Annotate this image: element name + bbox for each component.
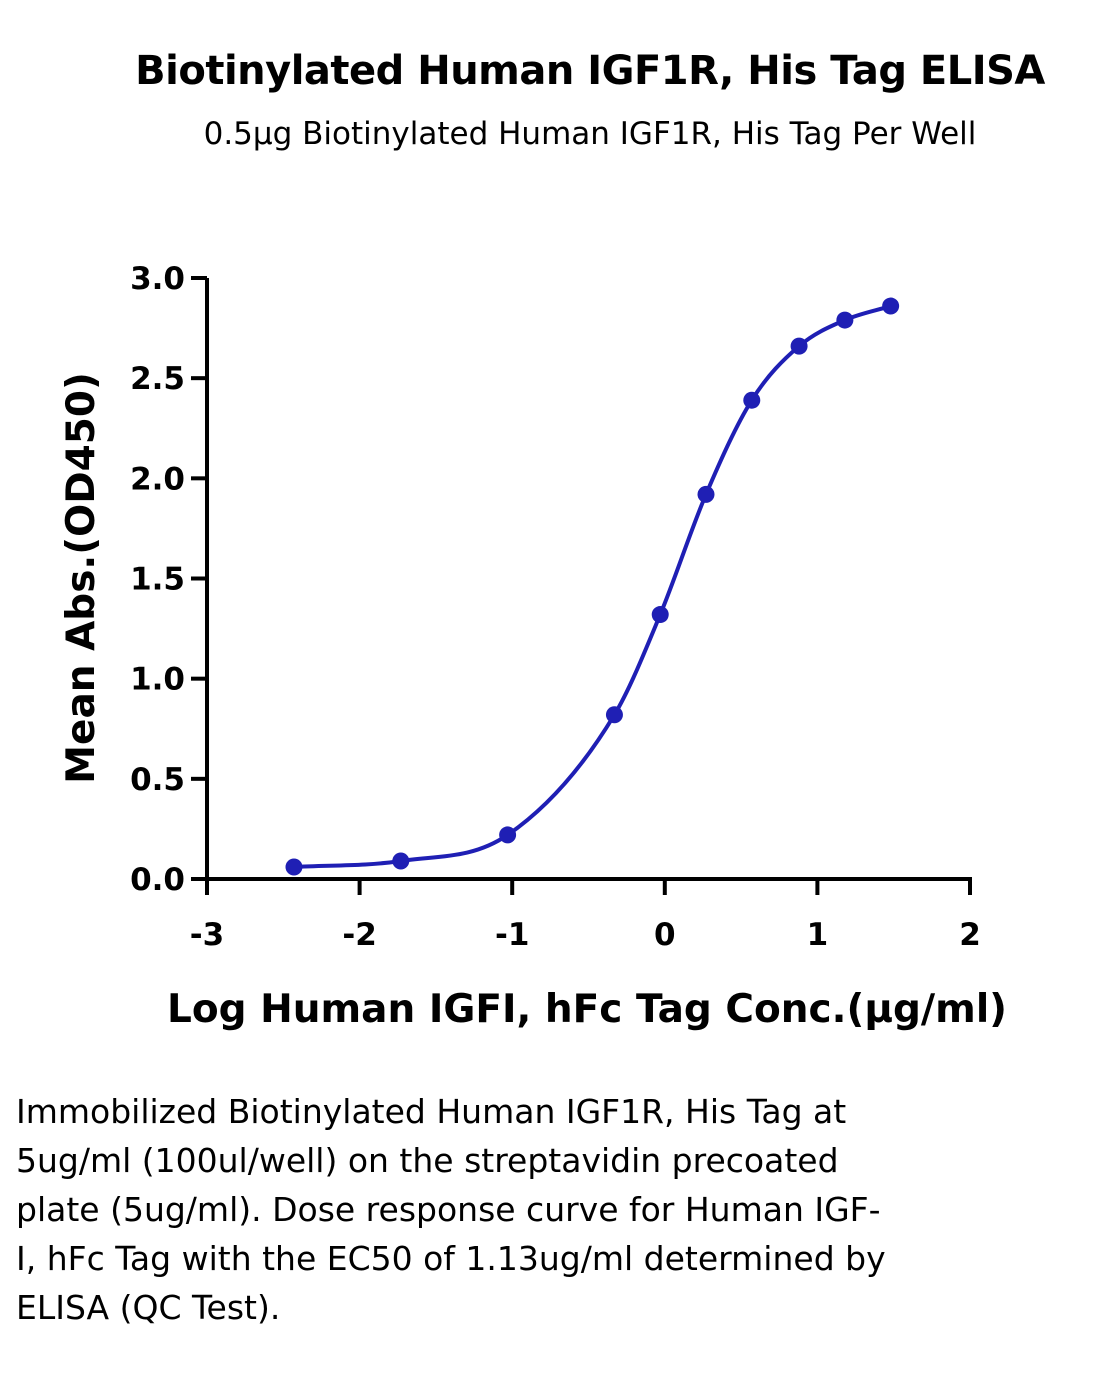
data-point-5: [697, 485, 715, 503]
data-point-1: [392, 852, 410, 870]
chart-subtitle: 0.5μg Biotinylated Human IGF1R, His Tag …: [203, 116, 977, 152]
fit-curve-layer: [291, 304, 893, 869]
y-axis-title: Mean Abs.(OD450): [59, 372, 104, 784]
y-tick-label-5: 2.5: [130, 361, 185, 397]
chart-title: Biotinylated Human IGF1R, His Tag ELISA: [135, 48, 1045, 94]
y-tick-label-6: 3.0: [130, 261, 185, 297]
chart-svg: 0.0 0.5 1.0 1.5 2.0 2.5 3.0 -3 -2 -1 0 1 2 Log Human…: [59, 261, 1007, 1032]
y-tick-label-0: 0.0: [130, 862, 185, 898]
figure-caption: Immobilized Biotinylated Human IGF1R, Hi…: [16, 1092, 886, 1327]
x-tick-label-4: 1: [807, 917, 829, 953]
x-tick-label-3: 0: [654, 917, 676, 953]
x-axis-title: Log Human IGFI, hFc Tag Conc.(μg/ml): [167, 987, 1007, 1032]
data-point-6: [743, 391, 761, 409]
x-tick-label-5: 2: [959, 917, 981, 953]
y-tick-label-3: 1.5: [130, 562, 185, 598]
x-tick-label-1: -2: [342, 917, 376, 953]
data-point-9: [882, 297, 900, 315]
fit-curve-0: [291, 304, 893, 869]
y-tick-label-4: 2.0: [130, 461, 185, 497]
x-tick-label-0: -3: [190, 917, 224, 953]
data-point-4: [651, 606, 669, 624]
data-point-2: [499, 826, 517, 844]
data-point-0: [285, 858, 303, 876]
data-points-layer: [285, 297, 900, 876]
data-point-8: [836, 311, 854, 329]
x-tick-label-2: -1: [495, 917, 529, 953]
axes: 0.0 0.5 1.0 1.5 2.0 2.5 3.0 -3 -2 -1 0 1 2: [130, 261, 981, 953]
y-tick-label-1: 0.5: [130, 762, 185, 798]
y-tick-label-2: 1.0: [130, 662, 185, 698]
data-point-7: [790, 337, 808, 355]
data-point-3: [605, 706, 623, 724]
